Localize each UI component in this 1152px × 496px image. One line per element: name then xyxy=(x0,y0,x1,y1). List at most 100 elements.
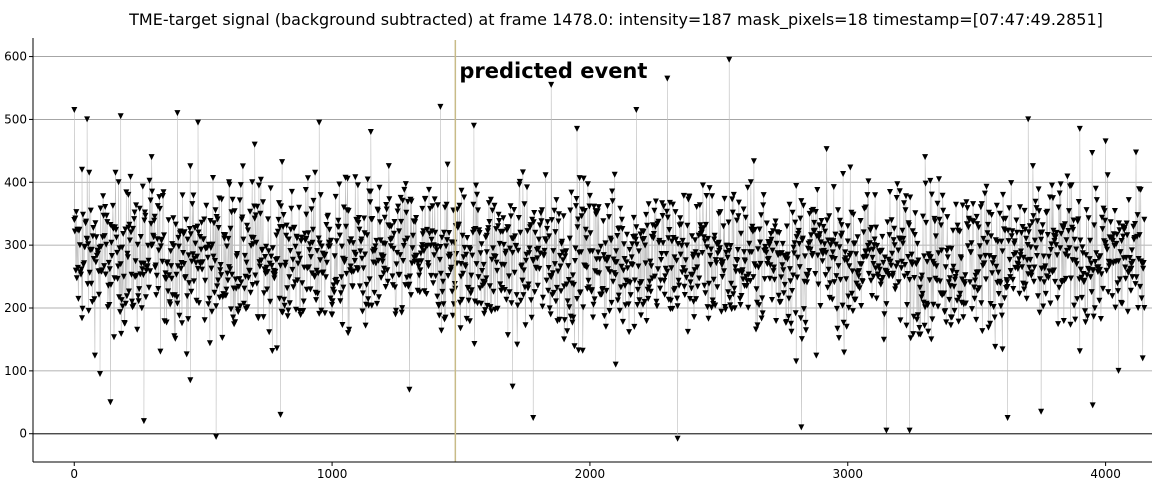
data-point-marker xyxy=(522,322,529,329)
data-point-marker xyxy=(430,280,437,287)
data-point-marker xyxy=(631,277,638,284)
data-point-marker xyxy=(1085,215,1092,222)
data-point-marker xyxy=(1070,226,1077,233)
data-point-marker xyxy=(407,273,413,280)
data-point-marker xyxy=(669,201,676,208)
data-point-marker xyxy=(1082,319,1089,326)
data-point-marker xyxy=(1042,290,1049,297)
data-point-marker xyxy=(355,219,362,226)
data-point-marker xyxy=(388,235,395,242)
data-point-marker xyxy=(557,263,564,270)
data-point-marker xyxy=(775,292,782,299)
data-point-marker xyxy=(874,242,881,249)
data-point-marker xyxy=(477,250,484,257)
data-point-marker xyxy=(280,212,287,218)
data-point-marker xyxy=(1018,230,1025,236)
data-point-marker xyxy=(468,272,475,279)
data-point-marker xyxy=(755,246,761,253)
data-point-marker xyxy=(742,214,749,221)
data-point-marker xyxy=(299,280,306,287)
data-point-marker xyxy=(674,295,681,302)
data-point-marker xyxy=(645,201,652,208)
data-point-marker xyxy=(579,347,586,354)
data-point-marker xyxy=(513,243,520,250)
data-point-marker xyxy=(79,166,85,173)
data-point-marker xyxy=(1091,222,1098,229)
data-point-marker xyxy=(553,197,560,204)
data-point-marker xyxy=(693,204,700,210)
data-point-marker xyxy=(586,203,593,210)
data-point-marker xyxy=(991,314,998,321)
data-point-marker xyxy=(487,304,494,311)
data-point-marker xyxy=(955,318,962,325)
data-point-marker xyxy=(911,232,918,238)
data-point-marker xyxy=(337,298,344,305)
data-point-marker xyxy=(866,247,873,254)
data-point-marker xyxy=(558,288,564,295)
data-point-marker xyxy=(895,247,902,254)
data-point-marker xyxy=(866,240,873,247)
data-point-marker xyxy=(1114,280,1121,287)
data-point-marker xyxy=(1102,138,1109,145)
data-point-marker xyxy=(1137,186,1144,193)
data-point-marker xyxy=(442,314,449,321)
data-point-marker xyxy=(377,219,383,226)
data-point-marker xyxy=(495,211,502,218)
data-point-marker xyxy=(185,316,192,323)
data-point-marker xyxy=(229,271,235,278)
data-point-marker xyxy=(707,261,714,268)
data-point-marker xyxy=(699,182,706,189)
data-point-marker xyxy=(798,424,805,431)
data-point-marker xyxy=(964,205,971,212)
data-point-marker xyxy=(286,300,293,307)
data-point-marker xyxy=(942,264,949,271)
data-point-marker xyxy=(920,213,926,220)
data-point-marker xyxy=(149,188,156,195)
data-point-marker xyxy=(824,217,831,224)
data-point-marker xyxy=(244,304,251,311)
data-point-marker xyxy=(995,269,1002,276)
data-point-marker xyxy=(175,243,182,250)
data-point-marker xyxy=(938,222,945,229)
data-point-marker xyxy=(916,284,923,291)
data-point-marker xyxy=(858,303,865,309)
data-point-marker xyxy=(1120,233,1127,240)
data-point-marker xyxy=(235,283,242,290)
data-point-marker xyxy=(194,223,201,230)
data-point-marker xyxy=(716,247,723,254)
data-point-marker xyxy=(892,286,899,293)
data-point-marker xyxy=(815,281,822,288)
data-point-marker xyxy=(302,187,309,193)
data-point-marker xyxy=(135,293,142,300)
data-point-marker xyxy=(246,268,253,275)
data-point-marker xyxy=(664,214,671,221)
data-point-marker xyxy=(704,244,710,251)
data-point-marker xyxy=(753,286,760,293)
data-point-marker xyxy=(901,200,907,207)
data-point-marker xyxy=(400,243,407,249)
data-point-marker xyxy=(796,264,803,271)
data-point-marker xyxy=(330,282,337,289)
data-point-marker xyxy=(758,212,765,219)
data-point-marker xyxy=(997,303,1004,310)
data-point-marker xyxy=(1051,267,1057,274)
data-point-marker xyxy=(465,285,472,292)
data-point-marker xyxy=(738,230,744,237)
data-point-marker xyxy=(515,215,522,221)
data-point-marker xyxy=(511,269,518,276)
data-point-marker xyxy=(756,302,763,309)
data-point-marker xyxy=(1116,227,1123,234)
data-point-marker xyxy=(802,319,809,326)
data-point-marker xyxy=(332,193,339,200)
data-point-marker xyxy=(888,262,895,269)
data-point-marker xyxy=(982,252,989,259)
data-point-marker xyxy=(258,257,265,264)
data-point-marker xyxy=(829,296,836,303)
data-point-marker xyxy=(729,209,736,216)
data-point-marker xyxy=(804,273,811,280)
data-point-marker xyxy=(594,208,601,215)
data-point-marker xyxy=(614,297,621,304)
data-point-marker xyxy=(284,285,291,292)
grid-lines xyxy=(33,56,1152,435)
